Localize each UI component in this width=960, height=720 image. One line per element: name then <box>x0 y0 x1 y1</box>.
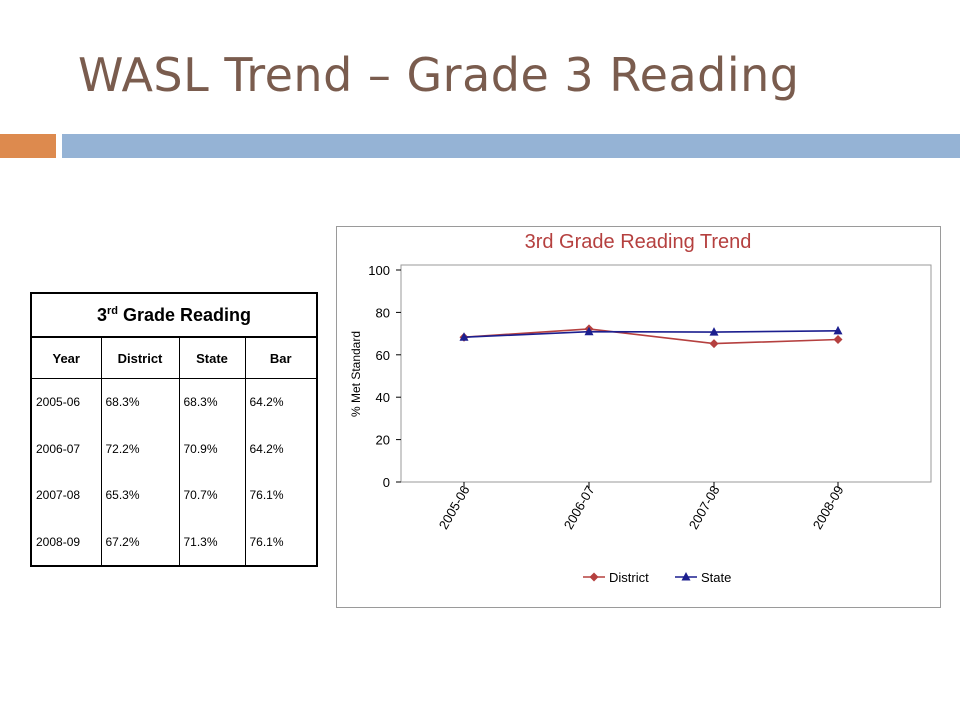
table-title: 3rd Grade Reading <box>31 293 318 338</box>
chart-title: 3rd Grade Reading Trend <box>525 231 752 253</box>
table-cell: 2008-09 <box>31 518 102 566</box>
data-point-state <box>709 327 719 336</box>
data-point-state <box>459 332 469 341</box>
y-tick-label: 60 <box>376 348 390 363</box>
table-cell: 64.2% <box>249 441 284 456</box>
table-cell: 64.2% <box>249 395 284 410</box>
data-point-district <box>709 339 719 349</box>
table-cell: 76.1% <box>249 534 284 549</box>
accent-bar-blue <box>62 134 960 158</box>
line-chart: 3rd Grade Reading Trend % Met Standard 0… <box>336 226 941 608</box>
table-cell: 2006-07 <box>31 425 102 472</box>
table-cell: 2007-08 <box>31 471 102 519</box>
table-cell: 72.2% <box>101 425 180 472</box>
y-tick-label: 20 <box>376 433 390 448</box>
table-cell: 67.2% <box>101 518 180 566</box>
reading-data-table: 3rd Grade Reading Year District State Ba… <box>30 292 319 567</box>
column-header-state: State <box>179 337 246 379</box>
table-cell: 65.3% <box>101 471 180 519</box>
table-cell: 71.3% <box>179 518 246 566</box>
table-row: 2005-06 68.3% 68.3% 64.2% <box>31 378 317 426</box>
table-row: 2007-08 65.3% 70.7% 76.1% <box>31 471 317 519</box>
column-header-year: Year <box>31 337 102 379</box>
table-cell: 76.1% <box>249 488 284 503</box>
data-point-state <box>584 326 594 336</box>
y-tick-label: 0 <box>383 475 390 490</box>
x-tick-label: 2008-09 <box>810 483 847 532</box>
table-cell: 68.3% <box>101 378 180 426</box>
table-row: 2006-07 72.2% 70.9% 64.2% <box>31 425 317 472</box>
x-tick-label: 2006-07 <box>561 483 598 532</box>
y-tick-label: 80 <box>376 305 390 320</box>
legend-label-district: District <box>609 570 649 585</box>
x-tick-label: 2005-06 <box>436 483 473 532</box>
legend-marker-district <box>589 572 599 582</box>
column-header-district: District <box>101 337 180 379</box>
table-cell: 70.9% <box>179 425 246 472</box>
x-tick-label: 2007-08 <box>686 483 723 532</box>
table-row: 2008-09 67.2% 71.3% 76.1% <box>31 518 317 566</box>
y-tick-label: 100 <box>368 263 390 278</box>
table-title-superscript: rd <box>107 304 119 317</box>
data-point-state <box>833 325 843 335</box>
y-tick-label: 40 <box>376 390 390 405</box>
chart-canvas: 3rd Grade Reading Trend % Met Standard 0… <box>349 231 932 585</box>
legend-marker-state <box>681 572 691 581</box>
table-cell: 70.7% <box>179 471 246 519</box>
accent-bar-orange <box>0 134 56 158</box>
plot-area <box>400 264 932 483</box>
data-point-district <box>833 335 843 345</box>
slide-title: WASL Trend – Grade 3 Reading <box>78 48 800 102</box>
table-cell: 68.3% <box>179 378 246 426</box>
legend-label-state: State <box>701 570 731 585</box>
series-line-state <box>463 330 839 338</box>
y-axis-label: % Met Standard <box>349 331 363 417</box>
series-line-district <box>463 328 839 345</box>
column-header-bar: Bar <box>245 337 318 379</box>
table-cell: 2005-06 <box>31 378 102 426</box>
